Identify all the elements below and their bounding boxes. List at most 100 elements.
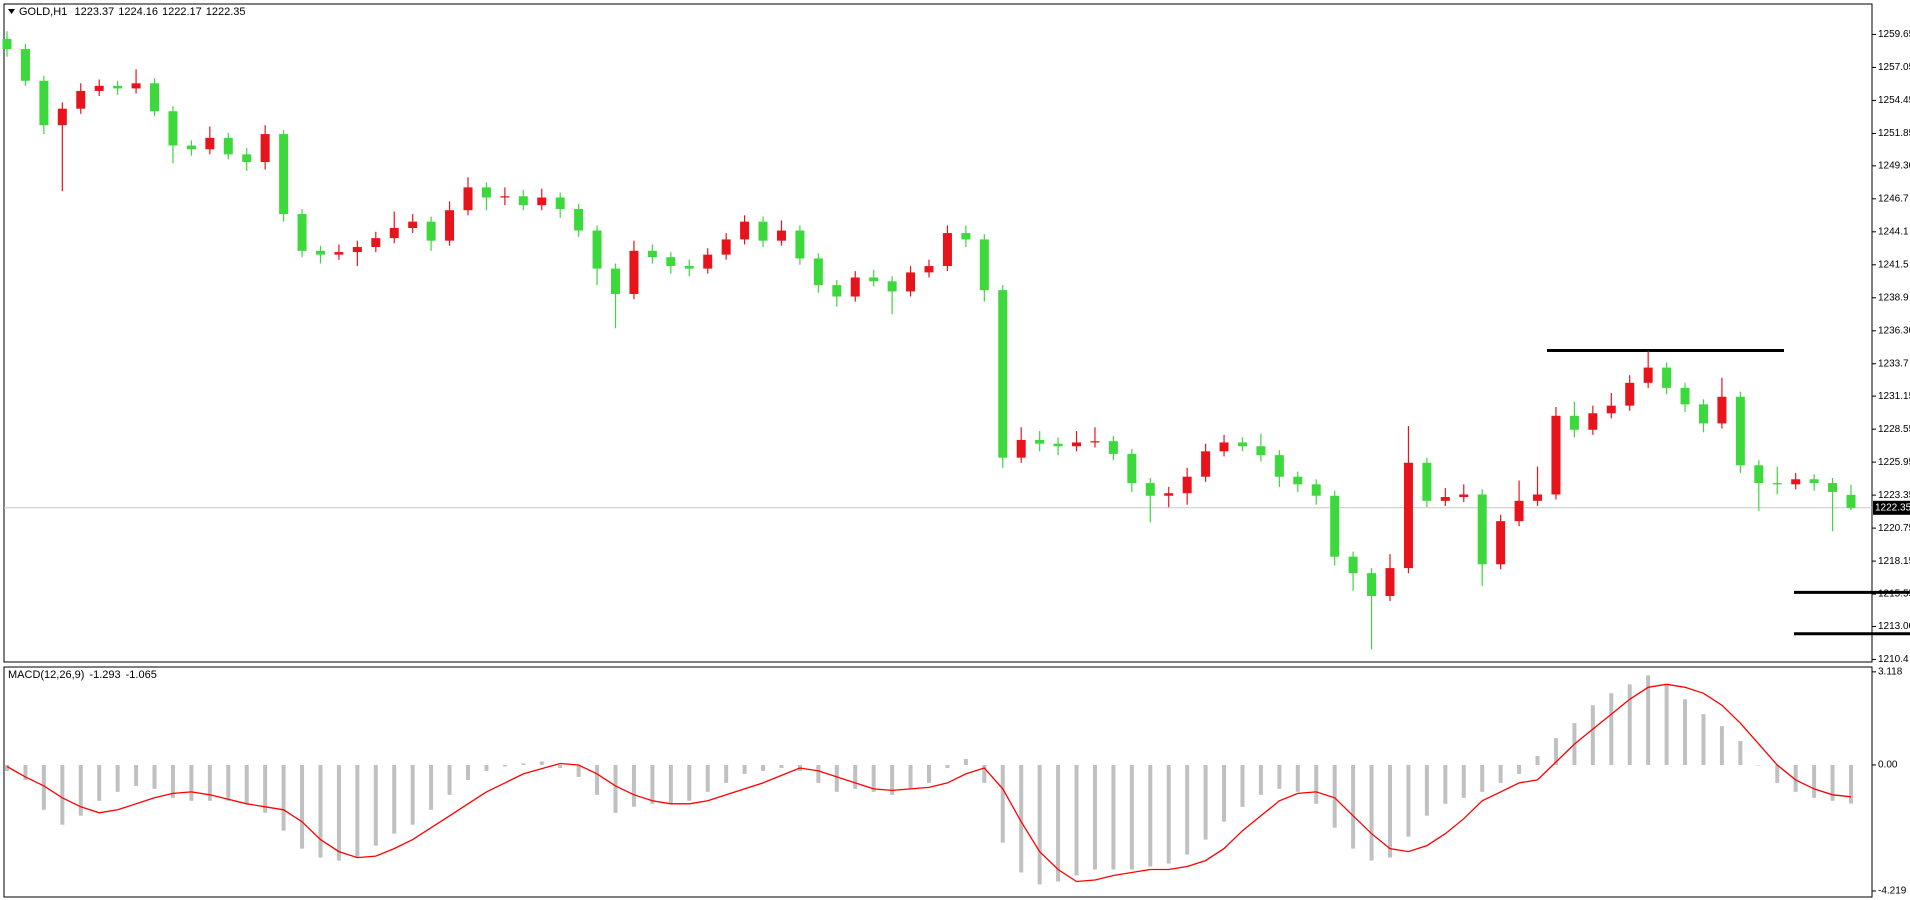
candle-body <box>1477 494 1487 565</box>
macd-bar <box>1295 764 1300 792</box>
candle-body <box>113 85 123 89</box>
candle-body <box>1422 462 1432 501</box>
macd-bar <box>1517 764 1522 774</box>
candle-body <box>1182 476 1192 494</box>
candle-body <box>887 281 897 292</box>
macd-bar <box>263 764 268 813</box>
candle-body <box>57 108 67 126</box>
y-tick-label: 1210.4 <box>1878 654 1909 665</box>
macd-bar <box>318 764 323 858</box>
candle-body <box>1569 415 1579 430</box>
macd-bar <box>1129 764 1134 870</box>
macd-bar <box>1646 675 1651 765</box>
candle-body <box>39 80 49 126</box>
macd-bar <box>1000 764 1005 843</box>
macd-bar <box>908 764 913 789</box>
macd-bar <box>152 764 157 789</box>
candle-body <box>537 197 547 206</box>
candle-body <box>371 238 381 248</box>
macd-bar <box>1406 764 1411 837</box>
candle-body <box>1201 451 1211 477</box>
macd-bar <box>1553 738 1558 765</box>
candle-body <box>574 208 584 231</box>
header-open: 1223.37 <box>74 6 114 18</box>
candle-body <box>94 85 104 91</box>
candle-body <box>1127 453 1137 484</box>
macd-bar <box>502 764 507 767</box>
macd-bar <box>834 764 839 792</box>
y-tick-label: 1259.65 <box>1878 29 1910 40</box>
macd-bar <box>687 764 692 801</box>
macd-bar <box>1019 764 1024 873</box>
candle-body <box>906 272 916 292</box>
candle-body <box>1293 476 1303 485</box>
candle-body <box>1145 483 1155 496</box>
y-tick-label: -4.219 <box>1878 886 1907 897</box>
candle-body <box>869 277 879 282</box>
candle-body <box>629 250 639 294</box>
candle-body <box>2 38 12 50</box>
macd-bar <box>1609 693 1614 765</box>
macd-bar <box>631 764 636 807</box>
candle-body <box>279 134 289 215</box>
candle-body <box>1625 382 1635 406</box>
macd-bar <box>1719 726 1724 765</box>
macd-bar <box>1424 764 1429 816</box>
macd-bar <box>429 764 434 810</box>
candle-body <box>1403 462 1413 569</box>
macd-bar <box>521 763 526 765</box>
menu-triangle <box>8 9 15 14</box>
macd-bar <box>1812 764 1817 798</box>
candle-body <box>961 233 971 240</box>
candle-body <box>1791 479 1801 485</box>
candle-body <box>1846 494 1856 508</box>
y-tick-label: 1244.1 <box>1878 226 1909 237</box>
macd-bar <box>134 764 139 786</box>
macd-bar <box>668 764 673 804</box>
candle-body <box>186 145 196 150</box>
candle-body <box>979 239 989 291</box>
candle-body <box>647 250 657 258</box>
candle-body <box>315 250 325 255</box>
macd-bar <box>23 764 28 780</box>
candle-body <box>1662 367 1672 388</box>
macd-bar <box>1480 764 1485 792</box>
candle-body <box>721 239 731 255</box>
candle-body <box>1533 494 1543 501</box>
macd-bar <box>1185 764 1190 855</box>
symbol-title: GOLD,H1 <box>19 6 67 18</box>
signal-value: -1.065 <box>126 669 157 681</box>
candle-body <box>942 233 952 267</box>
macd-bar <box>97 764 102 801</box>
macd-bar <box>410 764 415 825</box>
macd-bar <box>1738 741 1743 765</box>
macd-bar <box>1351 764 1356 849</box>
macd-bar <box>1332 764 1337 828</box>
macd-bar <box>963 759 968 765</box>
macd-bar <box>1793 764 1798 792</box>
macd-bar <box>1166 764 1171 864</box>
macd-bar <box>1683 699 1688 765</box>
y-tick-label: 1225.95 <box>1878 457 1910 468</box>
signal-line <box>6 683 1852 883</box>
macd-bar <box>871 764 876 792</box>
candle-body <box>1809 479 1819 484</box>
candle-body <box>500 196 510 198</box>
candle-body <box>684 266 694 269</box>
macd-bar <box>539 761 544 765</box>
plot-layer: 1259.65 1257.05 1254.45 1251.85 1249.30 1246.… <box>2 29 1910 897</box>
current-price-tag <box>1873 500 1910 515</box>
y-tick-label: 1238.9 <box>1878 292 1909 303</box>
candle-body <box>463 187 473 211</box>
macd-bar <box>244 764 249 804</box>
macd-bar <box>207 764 212 801</box>
macd-bar <box>1627 684 1632 765</box>
candle-body <box>1717 396 1727 424</box>
macd-bar <box>982 764 987 783</box>
macd-bar <box>705 764 710 792</box>
candle-body <box>1072 442 1082 447</box>
candle-body <box>445 210 455 241</box>
header-close: 1222.35 <box>206 6 246 18</box>
candle-body <box>205 137 215 150</box>
candle-body <box>481 187 491 198</box>
